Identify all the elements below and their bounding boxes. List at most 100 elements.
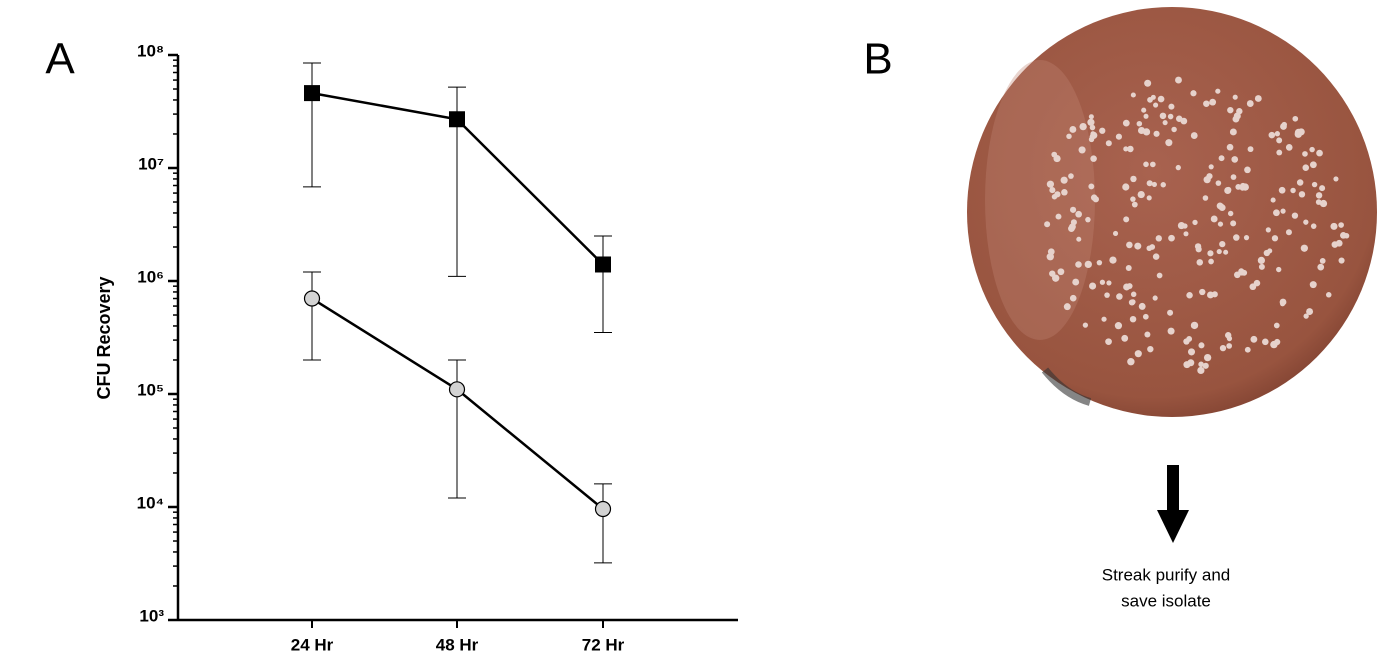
colony: [1143, 162, 1149, 168]
colony: [1188, 348, 1195, 355]
colony: [1182, 223, 1187, 228]
colony: [1183, 231, 1188, 236]
colony: [1190, 90, 1196, 96]
colony: [1132, 202, 1138, 208]
colony: [1135, 350, 1142, 357]
colony: [1157, 273, 1163, 279]
colony: [1219, 204, 1226, 211]
colony: [1130, 176, 1136, 182]
colony: [1292, 116, 1298, 122]
colony: [1320, 200, 1327, 207]
colony: [1127, 146, 1134, 153]
colony: [1161, 182, 1166, 187]
marker: [305, 291, 320, 306]
colony: [1286, 229, 1292, 235]
colony: [1240, 183, 1246, 189]
colony: [1217, 249, 1222, 254]
colony: [1141, 108, 1146, 113]
colony: [1302, 164, 1309, 171]
colony: [1273, 209, 1280, 216]
colony: [1137, 121, 1143, 127]
colony: [1071, 219, 1077, 225]
colony: [1227, 107, 1233, 113]
marker: [449, 111, 465, 127]
colony: [1049, 187, 1055, 193]
colony: [1176, 116, 1182, 122]
colony: [1088, 183, 1094, 189]
colony: [1197, 259, 1204, 266]
colony: [1320, 258, 1326, 264]
colony: [1306, 308, 1313, 315]
colony: [1083, 322, 1088, 327]
x-tick-label: 24 Hr: [291, 635, 334, 654]
y-tick-label: 10⁶: [137, 267, 164, 286]
colony: [1066, 134, 1071, 139]
y-tick-label: 10³: [139, 606, 164, 625]
colony: [1151, 95, 1156, 100]
colony: [1280, 299, 1287, 306]
colony: [1076, 237, 1081, 242]
colony: [1209, 99, 1216, 106]
colony: [1309, 147, 1314, 152]
colony: [1131, 292, 1136, 297]
colony: [1085, 261, 1092, 268]
colony: [1199, 289, 1205, 295]
colony: [1165, 139, 1172, 146]
glare: [985, 60, 1095, 340]
colony: [1183, 361, 1190, 368]
colony: [1130, 299, 1135, 304]
colony: [1225, 332, 1231, 338]
colony: [1292, 212, 1298, 218]
colony: [1090, 155, 1097, 162]
colony: [1215, 89, 1220, 94]
colony: [1310, 281, 1317, 288]
colony: [1090, 125, 1096, 131]
colony: [1197, 367, 1204, 374]
colony: [1075, 211, 1082, 218]
colony: [1204, 354, 1211, 361]
colony: [1276, 150, 1282, 156]
colony: [1068, 225, 1075, 232]
colony: [1091, 194, 1097, 200]
colony: [1230, 129, 1237, 136]
colony: [1228, 211, 1233, 216]
colony: [1139, 303, 1146, 310]
colony: [1203, 100, 1210, 107]
colony: [1153, 295, 1158, 300]
colony: [1070, 207, 1076, 213]
colony: [1171, 127, 1176, 132]
colony: [1330, 223, 1337, 230]
colony: [1051, 152, 1057, 158]
colony: [1106, 280, 1111, 285]
colony: [1223, 250, 1228, 255]
colony: [1316, 192, 1322, 198]
colony: [1153, 102, 1158, 107]
colony: [1208, 259, 1214, 265]
colony: [1158, 96, 1165, 103]
colony: [1267, 248, 1272, 253]
colony: [1150, 162, 1156, 168]
colony: [1274, 323, 1280, 329]
colony: [1226, 343, 1232, 349]
colony: [1317, 264, 1324, 271]
colony: [1147, 195, 1152, 200]
colony: [1295, 131, 1302, 138]
colony: [1167, 310, 1173, 316]
colony: [1220, 345, 1226, 351]
colony: [1218, 221, 1223, 226]
colony: [1168, 235, 1175, 242]
colony: [1216, 180, 1222, 186]
colony: [1227, 144, 1234, 151]
colony: [1191, 132, 1198, 139]
colony: [1254, 280, 1261, 287]
colony: [1276, 267, 1281, 272]
colony: [1250, 336, 1257, 343]
colony: [1138, 191, 1145, 198]
colony: [1061, 177, 1068, 184]
colony: [1168, 104, 1174, 110]
colony: [1270, 341, 1277, 348]
colony: [1191, 322, 1198, 329]
colony: [1248, 146, 1254, 152]
colony: [1244, 235, 1249, 240]
colony: [1069, 126, 1076, 133]
